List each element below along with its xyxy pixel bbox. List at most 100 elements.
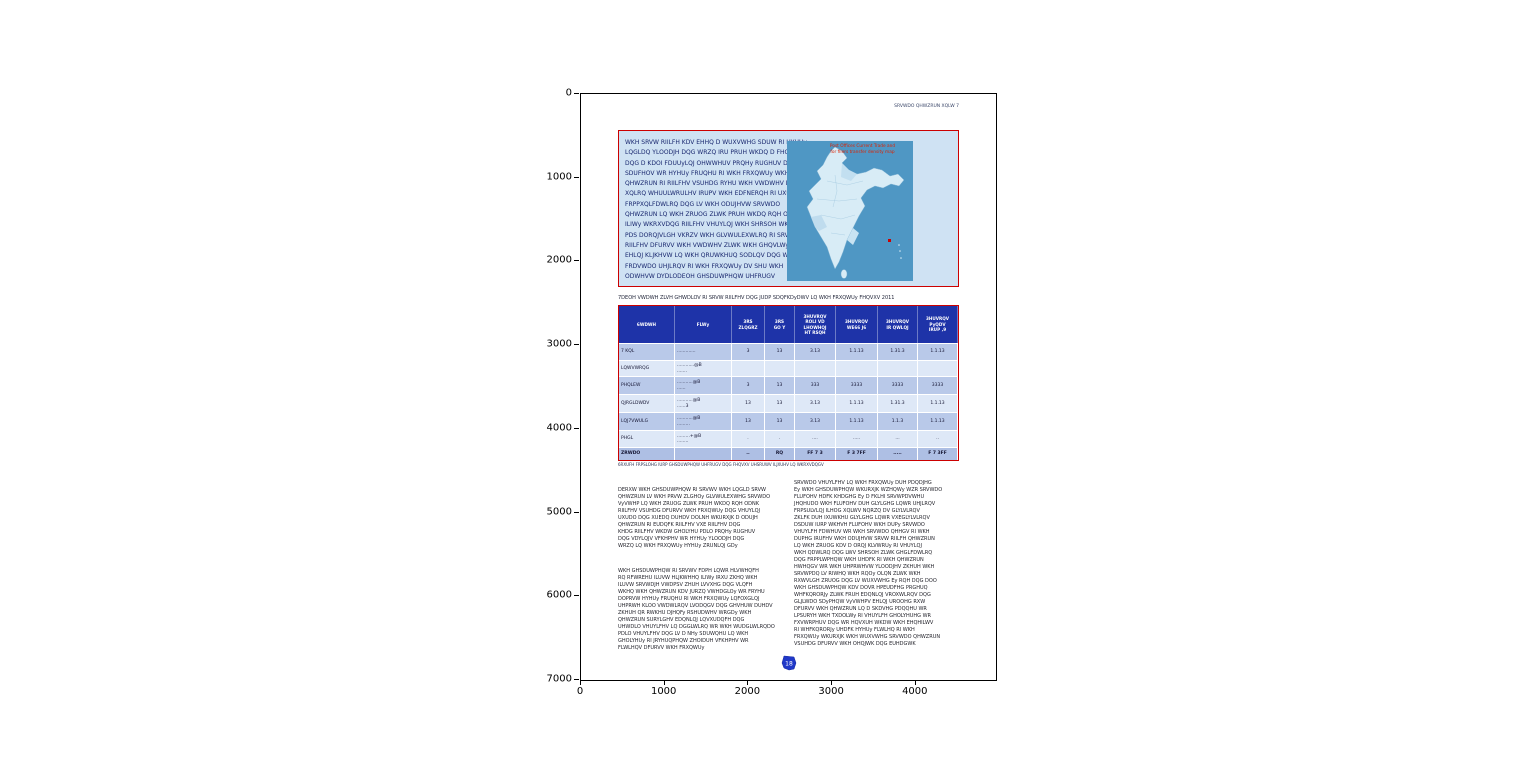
cell-value: 1.1.13 <box>836 412 878 430</box>
cell-value: ..... <box>878 447 918 460</box>
cell-value: 1.1.13 <box>836 394 878 412</box>
table-row: 7 KQL ............. 3 13 3.13 1.1.13 1.3… <box>619 343 958 360</box>
cell-value: F 7 3FF <box>918 447 958 460</box>
cell-value: 13 <box>765 343 795 360</box>
cell-city: ............. <box>675 343 732 360</box>
y-tick-label: 4000 <box>546 422 572 434</box>
map-island <box>900 257 902 259</box>
y-tick-label: 6000 <box>546 589 572 601</box>
y-tick-mark <box>574 679 579 680</box>
map-title: Post Offices Current Trade and for filer… <box>829 144 896 155</box>
y-tick-mark <box>574 176 579 178</box>
table-header-cell: 6WDWH <box>619 306 675 343</box>
cell-value <box>878 360 918 376</box>
cell-value: .. <box>918 430 958 447</box>
table-header-row: 6WDWH FLWy 3RS ZLQGRZ 3RS GO Y 3HUVRQV R… <box>619 306 958 343</box>
map-sri-lanka <box>840 269 848 279</box>
intro-box: WKH SRVW RIILFH KDV EHHQ D WUXVWHG SDUW … <box>618 130 959 287</box>
cell-state: QJRGLDWDV <box>619 394 675 412</box>
cell-value: 1.1.13 <box>836 343 878 360</box>
map-state-border <box>820 214 856 220</box>
cell-state: LQJ7VWULG <box>619 412 675 430</box>
x-tick-mark <box>747 680 749 685</box>
x-tick-label: 2000 <box>734 686 761 697</box>
body-left-column: DERXW WKH GHSDUWPHQW RI SRVWV WKH LQGLD … <box>618 480 786 659</box>
table-source-note: 6RXUFH FRPSLOHG IURP GHSDUWPHQW UHFRUGV … <box>618 462 824 467</box>
intro-paragraph: WKH SRVW RIILFH KDV EHHQ D WUXVWHG SDUW … <box>625 139 807 280</box>
cell-value: RQ <box>765 447 795 460</box>
india-landmass <box>806 146 905 270</box>
y-tick-mark <box>574 427 579 429</box>
cell-value: 1.1.13 <box>918 394 958 412</box>
x-tick-label: 3000 <box>818 686 844 697</box>
cell-value: 1.31.3 <box>878 343 918 360</box>
cell-value: 3333 <box>878 376 918 394</box>
x-tick-label: 4000 <box>902 686 928 697</box>
cell-value <box>765 360 795 376</box>
body-paragraph: DERXW WKH GHSDUWPHQW RI SRVWV WKH LQGLD … <box>618 487 771 549</box>
x-tick-label: 1000 <box>650 686 677 697</box>
table-row: LQJ7VWULG ...........@B ......... 13 13 … <box>619 412 958 430</box>
y-tick-mark <box>574 511 579 513</box>
cell-state: 7 KQL <box>619 343 675 360</box>
figure-axes: SRVWDO QHWZRUN XQLW 7 WKH SRVW RIILFH KD… <box>580 93 997 681</box>
map-island <box>898 244 900 246</box>
cell-value: ..... <box>836 430 878 447</box>
table-header-cell: 3RS ZLQGRZ <box>732 306 765 343</box>
y-tick-label: 5000 <box>546 506 572 518</box>
cell-state: ZRWDO <box>619 447 675 460</box>
cell-value: 3.13 <box>795 412 836 430</box>
x-tick-label: 0 <box>576 686 584 697</box>
document-page: SRVWDO QHWZRUN XQLW 7 WKH SRVW RIILFH KD… <box>581 94 996 680</box>
cell-value <box>918 360 958 376</box>
y-tick-label: 2000 <box>546 254 572 266</box>
cell-state: PHGL <box>619 430 675 447</box>
y-tick-mark <box>574 595 579 597</box>
x-tick-mark <box>663 680 665 685</box>
table-header-cell: 3HUVRQV ROLI VD LHOWHQJ HT RSQH <box>795 306 836 343</box>
data-table: 6WDWH FLWy 3RS ZLQGRZ 3RS GO Y 3HUVRQV R… <box>618 305 959 461</box>
cell-value: 3.13 <box>795 343 836 360</box>
cell-value: .... <box>795 430 836 447</box>
footer-logo-text: 18 <box>785 661 793 668</box>
y-tick-label: 7000 <box>546 673 572 685</box>
table-caption: 7DEOH VWDWH ZLVH GHWDLOV RI SRVW RIILFHV… <box>618 295 895 301</box>
cell-value: 3333 <box>918 376 958 394</box>
y-tick-label: 3000 <box>546 338 572 350</box>
cell-value: 13 <box>765 412 795 430</box>
table-header-cell: FLWy <box>675 306 732 343</box>
cell-value: 333 <box>795 376 836 394</box>
footer-logo: 18 <box>781 655 797 671</box>
cell-value: 13 <box>765 376 795 394</box>
cell-value <box>732 360 765 376</box>
cell-value: 3 <box>732 376 765 394</box>
y-tick-mark <box>574 93 579 94</box>
cell-value <box>795 360 836 376</box>
cell-state: LQWVWRQG <box>619 360 675 376</box>
map-state-border <box>832 174 838 208</box>
cell-city: ............@B ....... <box>675 360 732 376</box>
table-header-cell: 3HUVRQV WE66 J6 <box>836 306 878 343</box>
cell-value <box>836 360 878 376</box>
cell-city: ...........@B ......... <box>675 412 732 430</box>
india-map-svg <box>787 141 913 281</box>
cell-value: . <box>732 430 765 447</box>
cell-value: 1.1.13 <box>918 412 958 430</box>
map-state-shade <box>847 228 859 245</box>
table-total-row: ZRWDO .. RQ FF 7 3 F 3 7FF ..... F 7 3FF <box>619 447 958 460</box>
body-right-column: SRVWDO VHUYLFHV LQ WKH FRXQWUy DUH PDQDJ… <box>794 480 943 647</box>
table-row: QJRGLDWDV ...........@B ......3 13 13 3.… <box>619 394 958 412</box>
cell-value: 13 <box>765 394 795 412</box>
cell-value: 3333 <box>836 376 878 394</box>
map-state-border <box>830 232 846 236</box>
y-tick-mark <box>574 344 579 346</box>
table-row: LQWVWRQG ............@B ....... <box>619 360 958 376</box>
cell-value: .. <box>732 447 765 460</box>
table-row: PHGL .........+@B ........ . . .... ....… <box>619 430 958 447</box>
cell-city: ...........@B ......3 <box>675 394 732 412</box>
x-tick-mark <box>914 680 916 685</box>
x-tick-mark <box>580 680 581 685</box>
map-red-marker <box>888 239 891 242</box>
y-tick-label: 1000 <box>546 171 572 183</box>
cell-value: 13 <box>732 394 765 412</box>
